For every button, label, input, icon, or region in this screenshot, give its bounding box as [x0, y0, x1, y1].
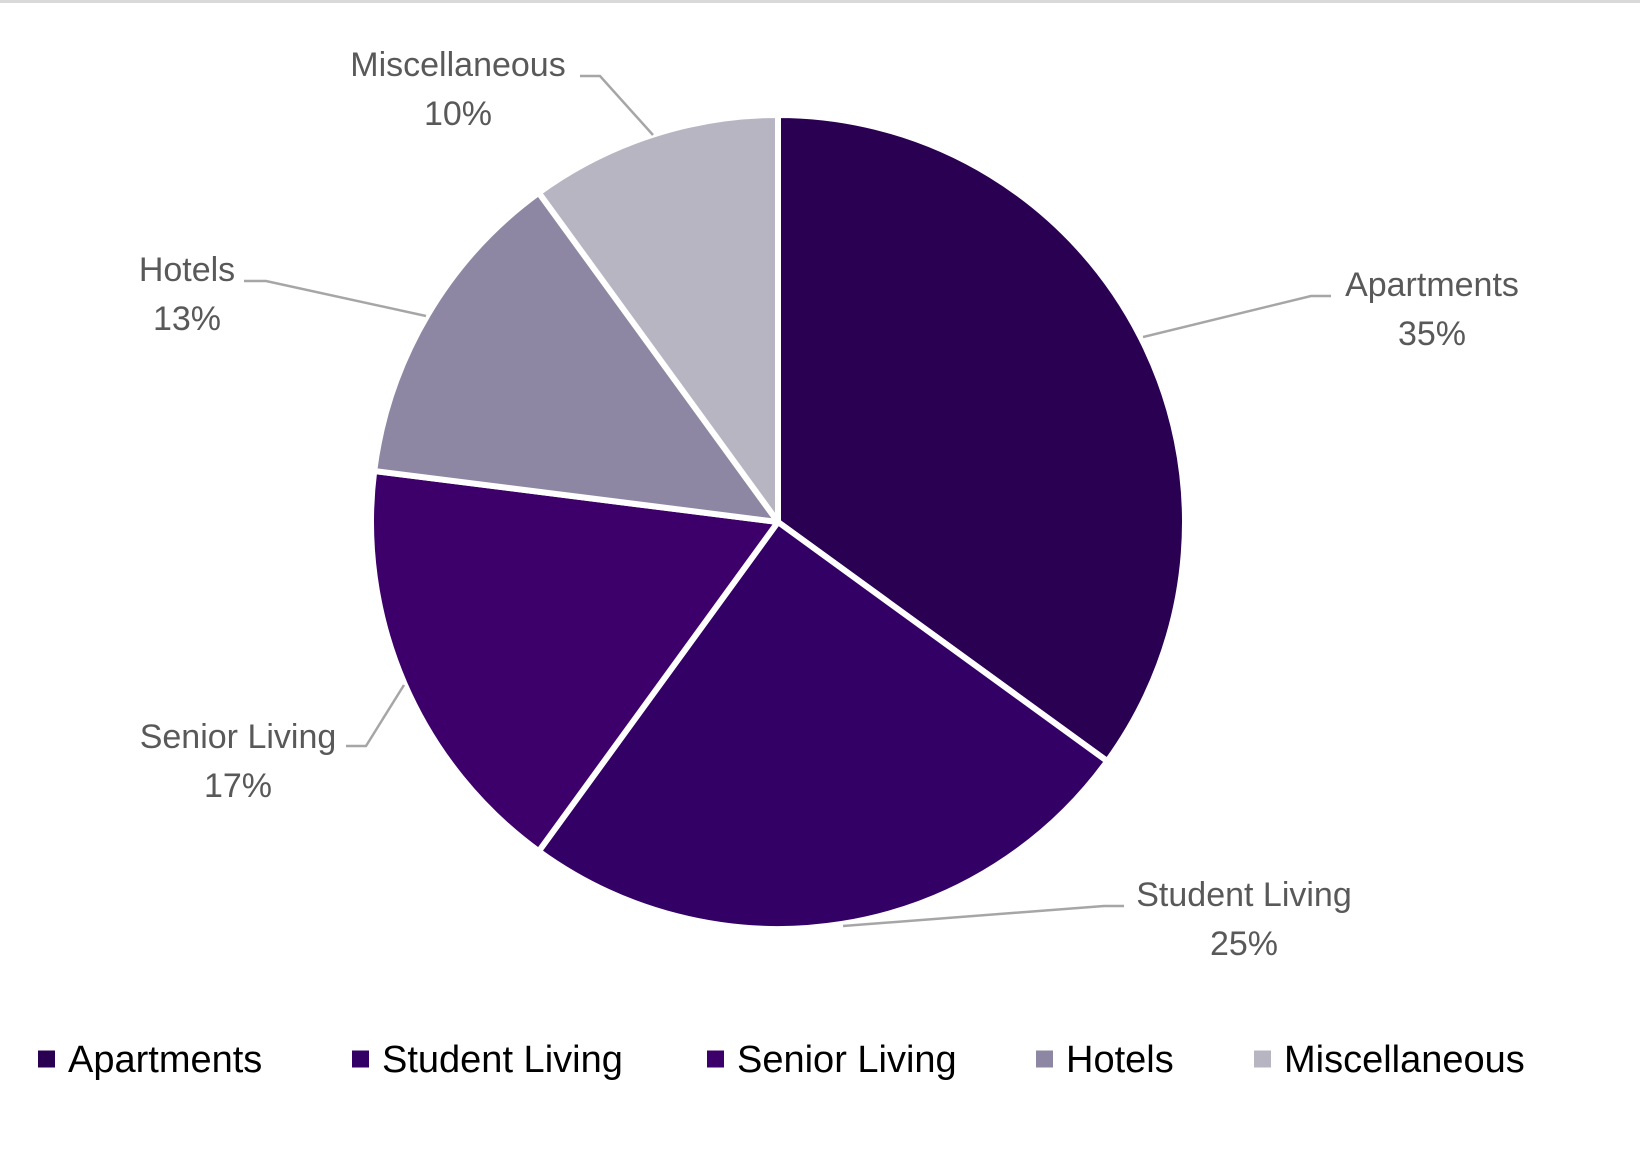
leader-line-senior-living [346, 684, 406, 748]
data-label-percent-student-living: 25% [1210, 925, 1278, 963]
leader-line-miscellaneous [580, 74, 654, 136]
legend-label-senior-living: Senior Living [737, 1039, 957, 1081]
leader-line-hotels [244, 279, 427, 318]
data-label-name-apartments: Apartments [1345, 266, 1519, 304]
legend-swatch-miscellaneous [1254, 1050, 1271, 1068]
data-label-name-hotels: Hotels [139, 251, 235, 289]
pie-slice-hotels [371, 189, 781, 525]
pie-slice-apartments [775, 112, 1188, 765]
legend-swatch-student-living [352, 1050, 369, 1068]
legend-label-student-living: Student Living [382, 1039, 623, 1081]
pie-slice-student-living [535, 519, 1111, 932]
data-label-percent-miscellaneous: 10% [424, 95, 492, 133]
legend-label-apartments: Apartments [68, 1039, 262, 1081]
legend-label-hotels: Hotels [1066, 1039, 1174, 1081]
legend-label-miscellaneous: Miscellaneous [1284, 1039, 1525, 1081]
legend-swatch-apartments [38, 1050, 55, 1068]
pie-slices [368, 112, 1188, 932]
data-label-percent-senior-living: 17% [204, 767, 272, 805]
data-label-percent-hotels: 13% [153, 300, 221, 338]
data-label-name-miscellaneous: Miscellaneous [350, 46, 565, 84]
leader-lines [244, 74, 1331, 928]
pie-slice-senior-living [368, 467, 781, 855]
legend: Apartments Student Living Senior Living Hot… [38, 1039, 1525, 1081]
data-label-name-senior-living: Senior Living [140, 718, 337, 756]
leader-line-apartments [1142, 294, 1331, 339]
data-label-name-student-living: Student Living [1136, 876, 1352, 914]
data-labels: Apartments 35% Student Living 25% Senior Liv… [139, 46, 1519, 963]
leader-line-student-living [842, 904, 1124, 928]
data-label-percent-apartments: 35% [1398, 315, 1466, 353]
top-border [0, 0, 1640, 3]
legend-swatch-hotels [1036, 1050, 1053, 1068]
legend-swatch-senior-living [707, 1050, 724, 1068]
